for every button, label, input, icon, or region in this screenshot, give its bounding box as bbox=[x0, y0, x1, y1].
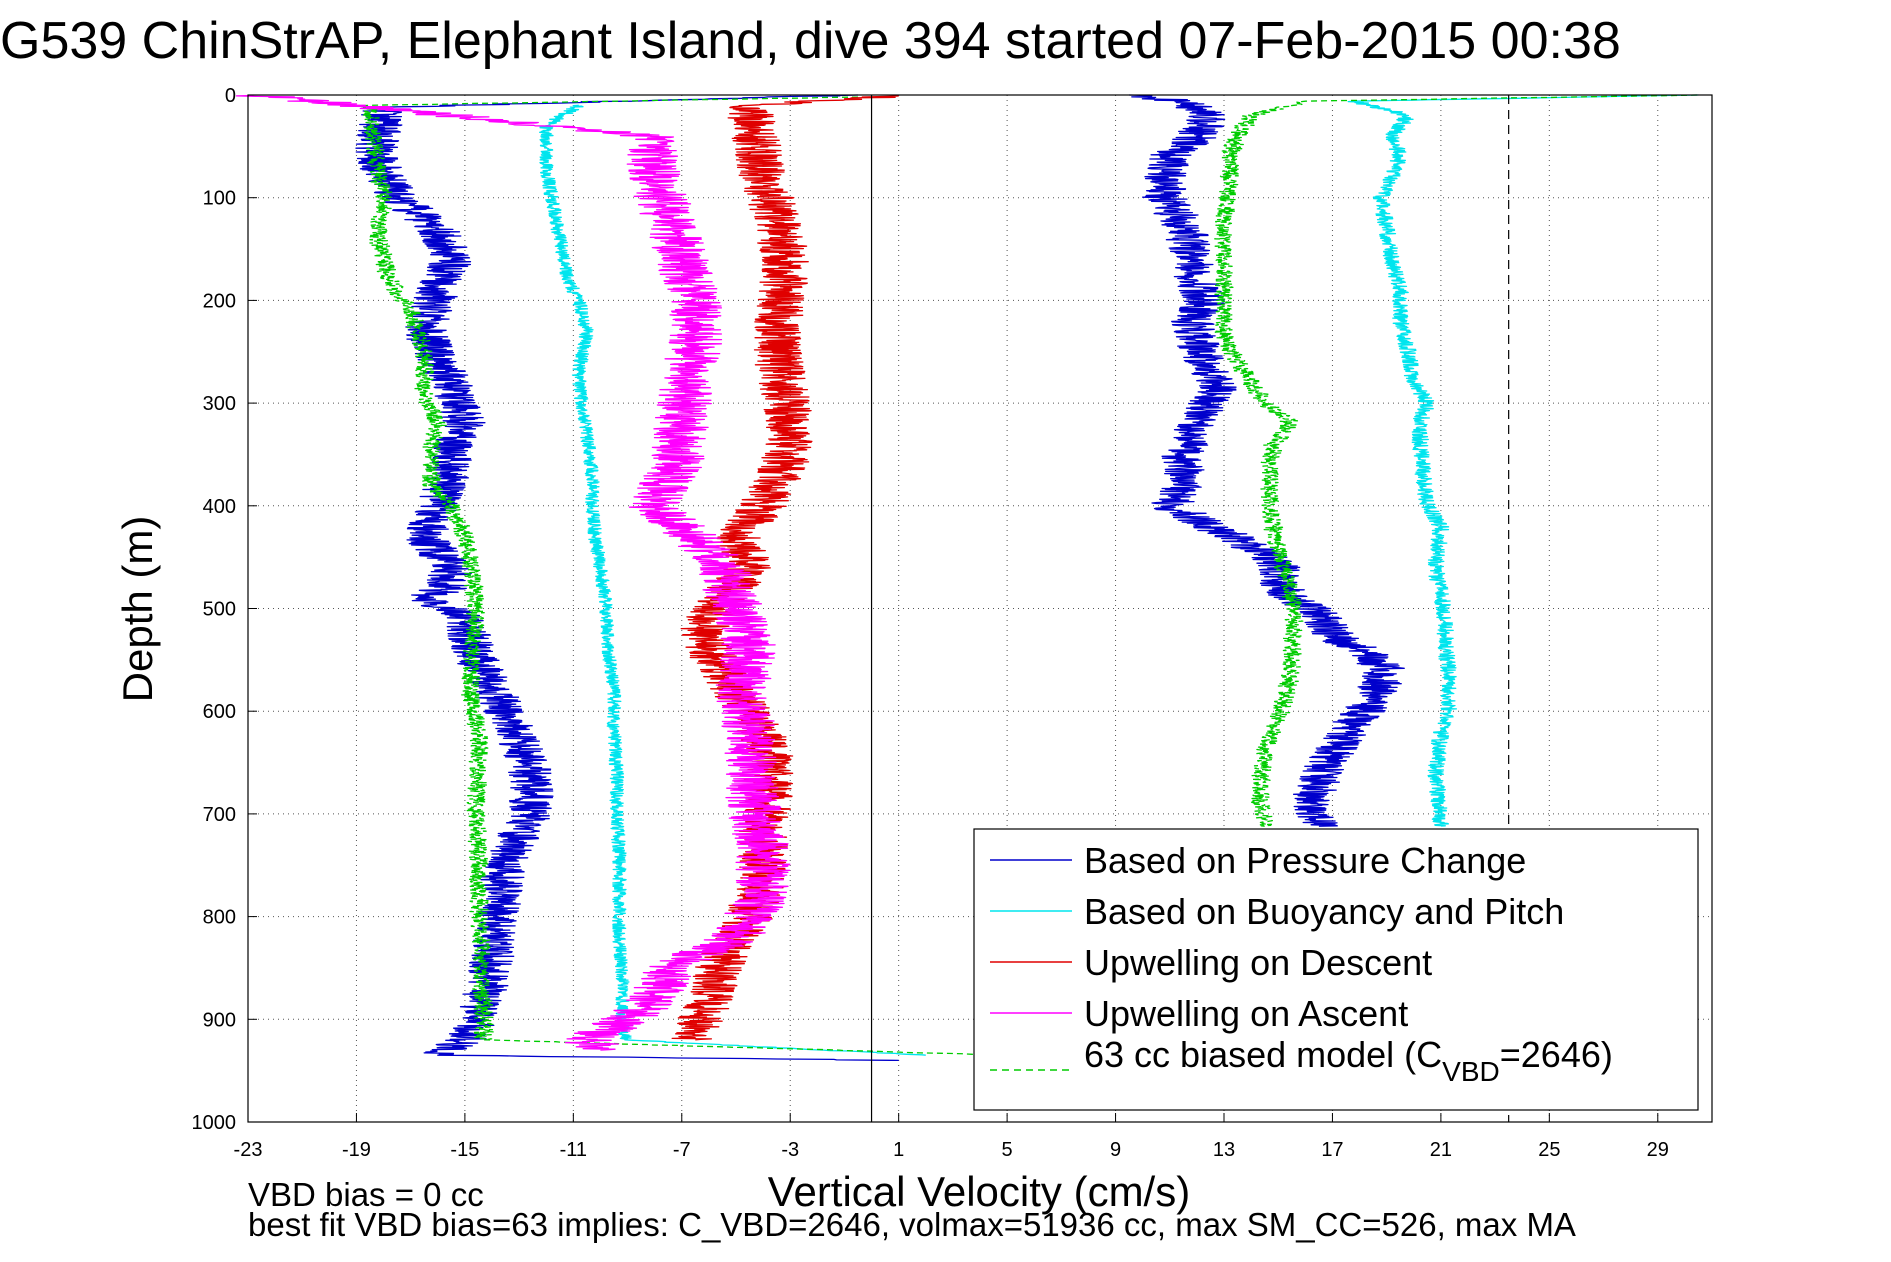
y-tick-label: 600 bbox=[203, 701, 236, 723]
x-tick-label: -23 bbox=[234, 1139, 263, 1161]
x-tick-label: -3 bbox=[781, 1139, 799, 1161]
series-model-descent bbox=[362, 96, 1008, 1056]
x-tick-label: 5 bbox=[1002, 1139, 1013, 1161]
y-tick-label: 500 bbox=[203, 599, 236, 621]
y-tick-label: 200 bbox=[203, 290, 236, 312]
legend-box bbox=[973, 828, 1699, 1111]
legend-label-buoyancy: Based on Buoyancy and Pitch bbox=[1084, 891, 1564, 932]
legend: Based on Pressure Change Based on Buoyan… bbox=[973, 828, 1699, 1111]
best-fit-note: best fit VBD bias=63 implies: C_VBD=2646… bbox=[248, 1206, 1576, 1243]
legend-label-model-sub: VBD bbox=[1442, 1056, 1500, 1087]
x-tick-label: 21 bbox=[1430, 1139, 1452, 1161]
series-buoyancy-descent bbox=[539, 104, 926, 1056]
x-tick-label: 9 bbox=[1110, 1139, 1121, 1161]
x-tick-label: 13 bbox=[1213, 1139, 1235, 1161]
y-tick-label: 900 bbox=[203, 1009, 236, 1031]
vbd-bias-note: VBD bias = 0 cc bbox=[248, 1176, 484, 1213]
series-ascent bbox=[235, 94, 791, 1051]
y-tick-label: 700 bbox=[203, 804, 236, 826]
legend-label-model-main: 63 cc biased model (C bbox=[1084, 1034, 1442, 1075]
legend-label-pressure: Based on Pressure Change bbox=[1084, 840, 1526, 881]
legend-label-ascent: Upwelling on Ascent bbox=[1084, 993, 1408, 1034]
series-model-ascent bbox=[1214, 94, 1699, 827]
series-buoyancy-ascent bbox=[1347, 94, 1699, 827]
x-tick-label: 25 bbox=[1538, 1139, 1560, 1161]
y-tick-label: 1000 bbox=[192, 1112, 237, 1134]
x-tick-labels: -23 -19 -15 -11 -7 -3 1 5 9 13 17 21 25 29 bbox=[234, 1113, 1669, 1161]
legend-label-model-tail: =2646) bbox=[1500, 1034, 1613, 1075]
series-layer bbox=[235, 94, 1699, 1062]
x-tick-label: -11 bbox=[560, 1139, 587, 1161]
y-axis-label: Depth (m) bbox=[114, 516, 161, 703]
chart-title: G539 ChinStrAP, Elephant Island, dive 39… bbox=[0, 12, 1621, 70]
x-tick-label: -15 bbox=[450, 1139, 479, 1161]
series-pressure-descent bbox=[355, 94, 899, 1062]
legend-label-model: 63 cc biased model (CVBD=2646) bbox=[1084, 1034, 1613, 1087]
y-tick-label: 100 bbox=[203, 188, 236, 210]
x-tick-label: 1 bbox=[893, 1139, 904, 1161]
y-tick-label: 800 bbox=[203, 907, 236, 929]
x-tick-label: 17 bbox=[1321, 1139, 1343, 1161]
y-tick-labels: 0 100 200 300 400 500 600 700 800 900 1000 bbox=[192, 85, 257, 1134]
x-tick-label: -19 bbox=[342, 1139, 371, 1161]
x-axis-label: Vertical Velocity (cm/s) bbox=[768, 1168, 1190, 1215]
y-tick-label: 400 bbox=[203, 496, 236, 518]
x-tick-label: -7 bbox=[673, 1139, 691, 1161]
series-pressure-ascent bbox=[1129, 94, 1405, 827]
y-tick-label: 0 bbox=[225, 85, 236, 107]
legend-label-descent: Upwelling on Descent bbox=[1084, 942, 1432, 983]
y-tick-label: 300 bbox=[203, 393, 236, 415]
x-tick-label: 29 bbox=[1647, 1139, 1669, 1161]
